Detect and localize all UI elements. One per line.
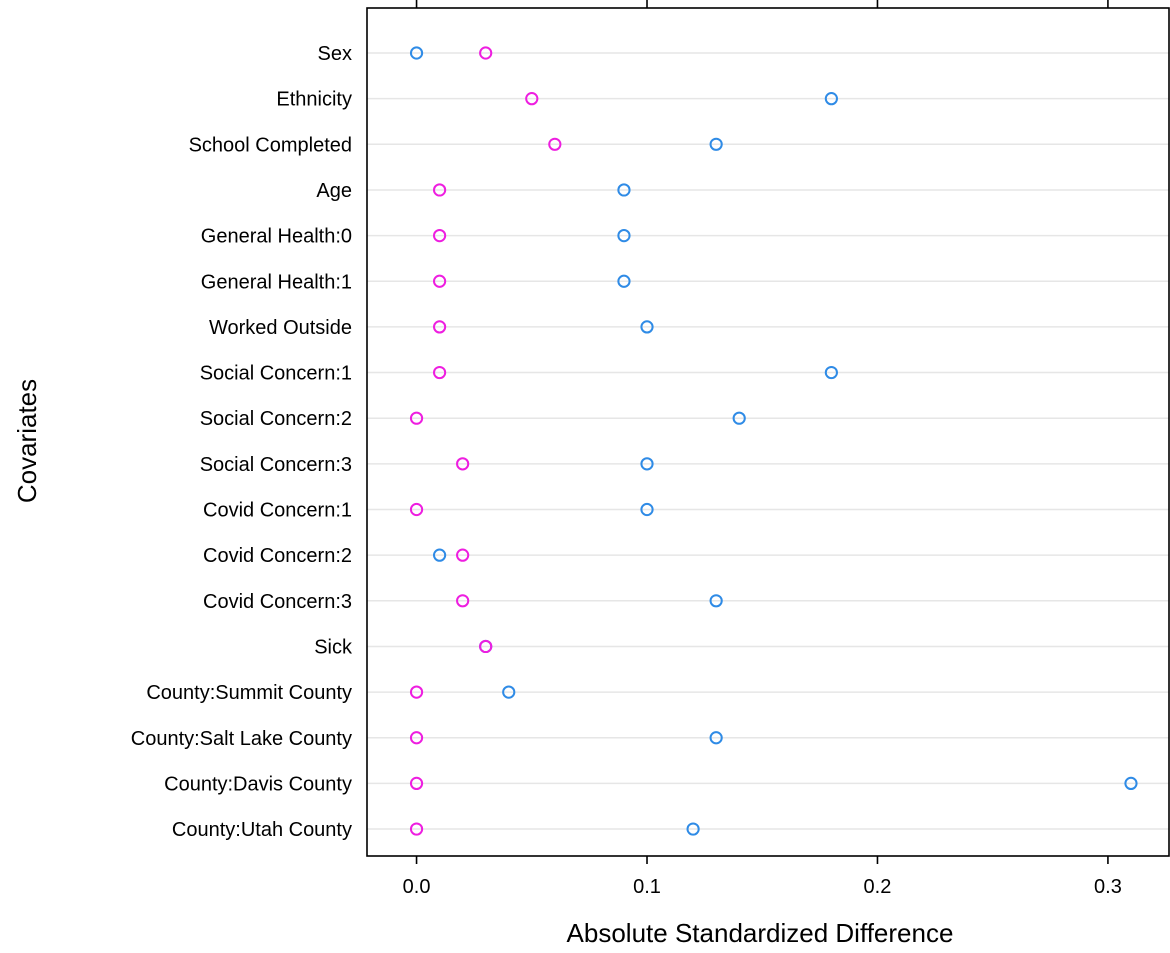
y-tick-label: Ethnicity [276,89,352,111]
blue-point [409,46,424,60]
magenta-point [479,639,493,654]
magenta-point [432,320,447,334]
grid-lines [367,52,1169,830]
y-tick-label: Covid Concern:1 [203,500,352,522]
y-tick-label: Covid Concern:3 [203,591,352,613]
blue-point [686,822,700,836]
blue-point [617,183,631,197]
magenta-point [409,411,424,425]
magenta-point [456,457,470,471]
blue-point [617,274,631,288]
y-tick-label: County:Salt Lake County [131,728,352,750]
data-points [409,46,1138,836]
plot-frame [366,7,1170,857]
y-tick-label: Social Concern:2 [200,408,352,430]
magenta-point [409,731,424,745]
magenta-point [548,137,562,151]
blue-point [709,137,723,151]
y-tick-label: County:Utah County [172,819,352,841]
y-tick-label: County:Davis County [164,773,352,795]
magenta-point [409,502,424,517]
magenta-point [456,548,470,562]
y-tick-label: Sex [318,43,352,65]
magenta-point [432,365,447,380]
blue-point [709,594,723,608]
y-tick-label: School Completed [189,134,352,156]
magenta-point [432,274,447,288]
blue-point [432,548,447,562]
y-tick-label: Worked Outside [209,317,352,339]
magenta-point [456,594,470,608]
blue-point [640,457,654,471]
blue-point [1124,776,1138,791]
blue-point [824,365,838,380]
blue-point [640,502,654,517]
y-tick-label: Sick [314,636,353,658]
y-axis-title: Covariates [12,379,42,503]
magenta-point [409,822,424,836]
magenta-point [432,183,447,197]
blue-point [709,731,723,745]
blue-point [640,320,654,334]
x-axis-title: Absolute Standardized Difference [567,918,954,948]
y-tick-label: Social Concern:3 [200,454,352,476]
y-tick-label: Social Concern:1 [200,363,352,385]
y-tick-label: County:Summit County [146,682,352,704]
y-tick-label: Covid Concern:2 [203,545,352,567]
blue-point [502,685,516,699]
axis-ticks [415,0,1109,864]
y-tick-label: General Health:1 [201,271,352,293]
magenta-point [479,46,493,60]
blue-point [824,92,838,106]
axis-labels: Sex Ethnicity School Completed Age General H… [131,43,1122,898]
x-tick-label: 0.3 [1094,876,1122,898]
blue-point [732,411,746,425]
magenta-point [409,776,424,791]
magenta-point [432,229,447,243]
x-tick-label: 0.2 [864,876,892,898]
x-tick-label: 0.0 [403,876,431,898]
magenta-point [525,92,539,106]
y-tick-label: General Health:0 [201,226,352,248]
blue-point [617,229,631,243]
magenta-point [409,685,424,699]
y-tick-label: Age [316,180,352,202]
x-tick-label: 0.1 [633,876,661,898]
